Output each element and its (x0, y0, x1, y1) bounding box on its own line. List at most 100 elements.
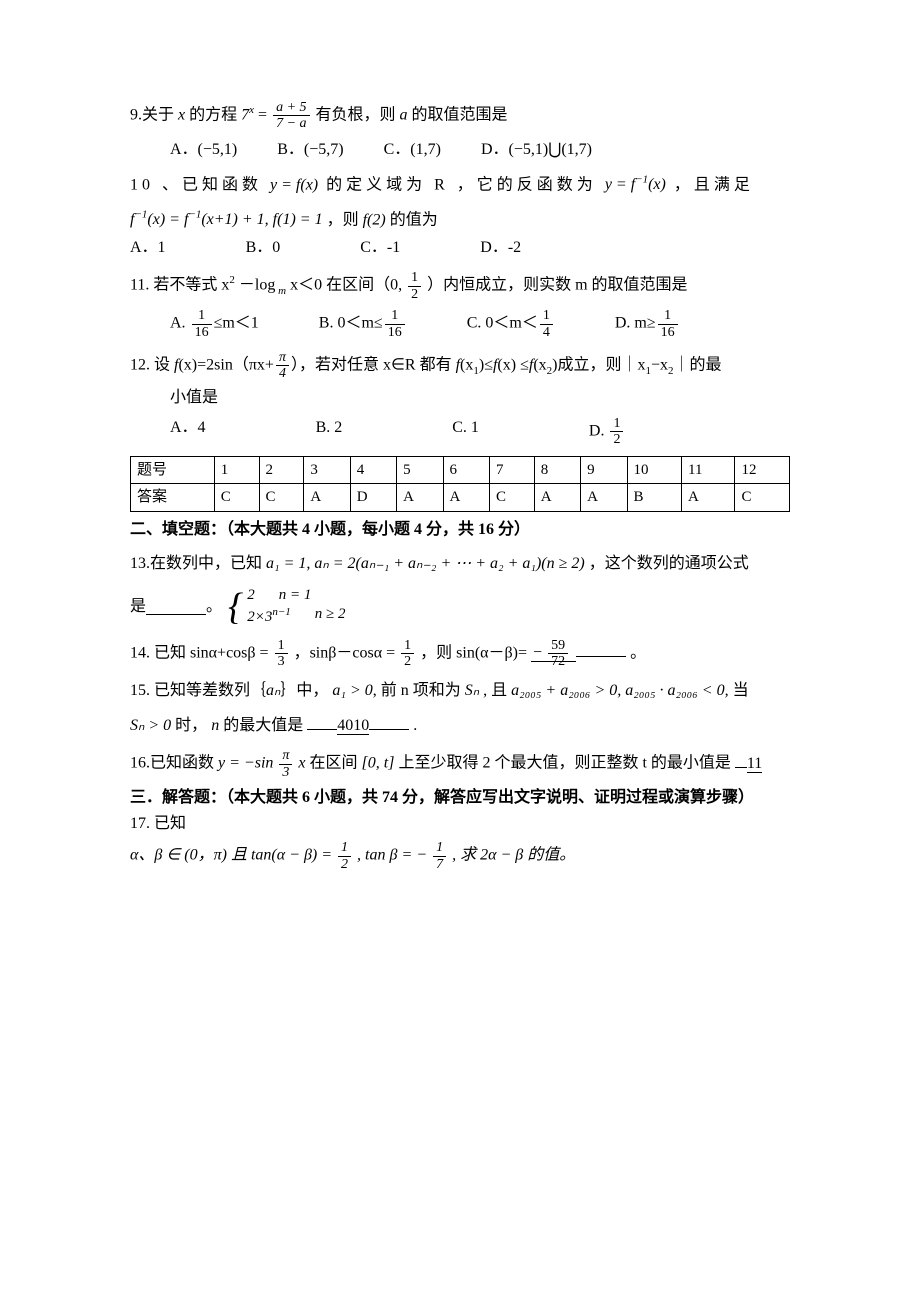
q11-opt-d: D. m≥116 (615, 308, 680, 340)
q11-sup: 2 (229, 275, 235, 287)
brace-icon: { (228, 588, 243, 626)
q11-opt-a: A. 116≤m＜1 (170, 308, 259, 340)
q16-pn: π (279, 748, 292, 764)
q10-fn2a: y = f (605, 176, 635, 193)
question-12: 12. 设 f(x)=2sin（πx+π4），若对任意 x∈R 都有 f(x1)… (130, 350, 790, 382)
av-12: C (735, 484, 790, 512)
av-6: A (443, 484, 489, 512)
q14-f3: 5972 (548, 638, 568, 670)
q17-a: α、β ∈ (0，π) 且 tan(α − β) = (130, 847, 336, 864)
q15-l2b: 时， (175, 717, 207, 734)
q14-f1n: 1 (275, 638, 288, 654)
q10-l2: f−1(x) = f−1(x+1) + 1, f(1) = 1 (130, 211, 327, 228)
av-5: A (397, 484, 443, 512)
q15-an: aₙ (266, 682, 280, 699)
ah-8: 8 (534, 456, 580, 484)
q11-oc-p: C. 0＜m＜ (467, 315, 538, 332)
q12-g: (x (533, 357, 546, 374)
section-3-title: 三．解答题：（本大题共 6 小题，共 74 分，解答应写出文字说明、证明过程或演… (130, 786, 790, 810)
question-14: 14. 已知 sinα+cosβ = 13 ，sinβ－cosα = 12 ，则… (130, 638, 790, 670)
q11-od-n: 1 (658, 308, 678, 324)
q16-b: 在区间 (310, 755, 358, 772)
q10-l2s1: −1 (134, 209, 147, 221)
question-15: 15. 已知等差数列｛aₙ｝中， a₁ > 0, 前 n 项和为 Sₙ , 且 … (130, 679, 790, 703)
q16-ans: 11 (747, 755, 762, 773)
q14-c: ，则 sin(α－β)= (420, 644, 527, 661)
q11-oa-d: 16 (192, 325, 212, 340)
q11-oc-n: 1 (540, 308, 553, 324)
q10-opt-a: A．1 (130, 236, 166, 260)
question-13-line2: 是 。 { 2n = 1 2×3n−1n ≥ 2 (130, 586, 790, 628)
ah-6: 6 (443, 456, 489, 484)
q10-c: ，且满足 (674, 176, 754, 193)
q17-f1n: 1 (338, 840, 351, 856)
q9-opt-b: B．(−5,7) (277, 138, 343, 162)
q15-a: 15. 已知等差数列｛ (130, 682, 266, 699)
question-10-line2: f−1(x) = f−1(x+1) + 1, f(1) = 1 ，则 f(2) … (130, 207, 790, 232)
q12-od-n: 1 (610, 416, 623, 432)
q11-od-f: 116 (658, 308, 678, 340)
q16-int: [0, t] (362, 755, 395, 772)
q16-c: 上至少取得 2 个最大值，则正整数 t 的最小值是 (398, 755, 730, 772)
q14-blank (576, 640, 626, 657)
ah-7: 7 (489, 456, 534, 484)
q9-opt-a: A．(−5,1) (170, 138, 237, 162)
q17-f2: 17 (433, 840, 446, 872)
av-8: A (534, 484, 580, 512)
q12-e: )≤ (479, 357, 493, 374)
q11-opt-c: C. 0＜m＜14 (467, 308, 555, 340)
q10-opt-c: C．-1 (360, 236, 400, 260)
q17-f1d: 2 (338, 857, 351, 872)
q12-opt-a: A．4 (170, 416, 206, 448)
q12-line2: 小值是 (170, 386, 790, 410)
q9-a: a (400, 107, 408, 124)
q13-a: 13.在数列中，已知 (130, 555, 266, 572)
q15-blank1 (307, 713, 337, 730)
q10-fn1: y = f(x) (270, 176, 318, 193)
q12-od-p: D. (589, 422, 609, 439)
q11-oc-f: 14 (540, 308, 553, 340)
ah-4: 4 (350, 456, 396, 484)
q11-opt-b: B. 0＜m≤116 (319, 308, 407, 340)
q11-oc-d: 4 (540, 325, 553, 340)
q14-f3d: 72 (548, 654, 568, 669)
av-4: D (350, 484, 396, 512)
q10-l2c: (x+1) + 1, f(1) = 1 (201, 211, 322, 228)
q10-l2f: 的值为 (390, 211, 438, 228)
q16-blank (735, 751, 747, 768)
q13-r2a-t: 2×3 (247, 609, 272, 625)
q13-blank (146, 598, 206, 615)
answer-table: 题号 1 2 3 4 5 6 7 8 9 10 11 12 答案 C C A D… (130, 456, 790, 512)
q12-od-d: 2 (610, 432, 623, 447)
q15-l2e: . (413, 717, 417, 734)
q9-options: A．(−5,1) B．(−5,7) C．(1,7) D．(−5,1)⋃(1,7) (170, 138, 790, 162)
q10-a: 10 、已知函数 (130, 176, 270, 193)
ah-10: 10 (627, 456, 681, 484)
q9-opt-c: C．(1,7) (384, 138, 441, 162)
q15-l2c: n (211, 717, 219, 734)
q9-mid1: 的方程 (189, 107, 237, 124)
question-17-line2: α、β ∈ (0，π) 且 tan(α − β) = 12 , tan β = … (130, 840, 790, 872)
q13-rows: 2n = 1 2×3n−1n ≥ 2 (247, 586, 345, 628)
q13-r2a: 2×3n−1 (247, 605, 291, 628)
document-page: 9.关于 x 的方程 7x = a + 5 7 − a 有负根，则 a 的取值范… (0, 0, 920, 872)
q12-od-f: 12 (610, 416, 623, 448)
q12-options: A．4 B. 2 C. 1 D. 12 (170, 416, 790, 448)
q12-pd: 4 (276, 366, 289, 381)
q14-neg: − (533, 644, 542, 661)
q11-oa-p: A. (170, 315, 190, 332)
q16-a: 16.已知函数 (130, 755, 218, 772)
q13-l2a: 是 (130, 595, 146, 619)
q10-opt-b: B．0 (246, 236, 281, 260)
question-16: 16.已知函数 y = −sin π3 x 在区间 [0, t] 上至少取得 2… (130, 748, 790, 780)
q9-x: x (178, 107, 185, 124)
q10-fn2: y = f−1(x) (605, 176, 666, 193)
q15-cond: a₂₀₀₅ + a₂₀₀₆ > 0, a₂₀₀₅ · a₂₀₀₆ < 0, (511, 682, 728, 699)
q9-mid2: 有负根，则 (316, 107, 400, 124)
q12-pn: π (276, 350, 289, 366)
q11-ob-n: 1 (385, 308, 405, 324)
answer-header-label: 题号 (131, 456, 215, 484)
q9-frac-den: 7 − a (273, 116, 309, 131)
q10-l2e: f(2) (363, 211, 386, 228)
q11-hd: 2 (408, 287, 421, 302)
